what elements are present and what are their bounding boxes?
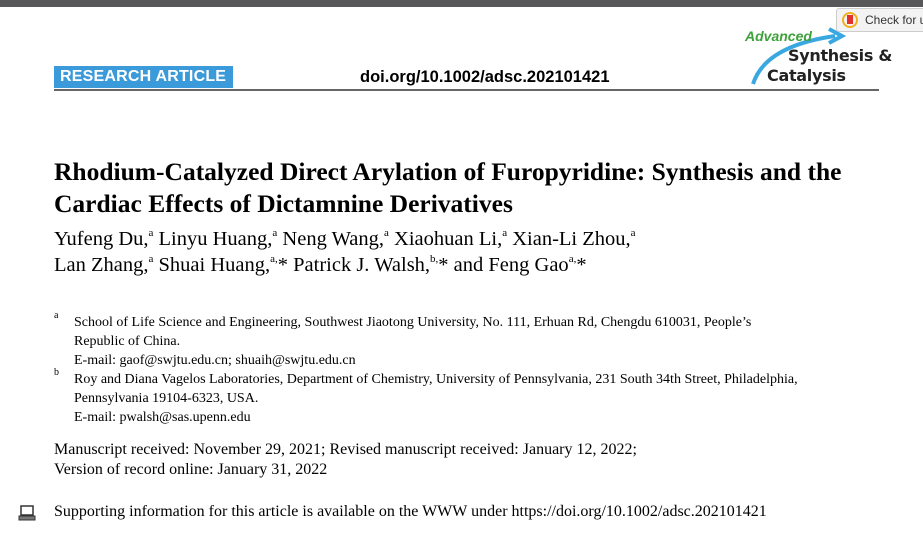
affiliation-mark: a [54, 310, 59, 321]
logo-text-synthesis: Synthesis & [788, 46, 892, 65]
logo-text-advanced: Advanced [745, 28, 812, 44]
header-divider [54, 89, 879, 91]
author-sup: b, [430, 253, 439, 265]
affiliation-b: b Roy and Diana Vagelos Laboratories, De… [54, 367, 919, 427]
author-sup: a [148, 253, 154, 265]
affiliation-a: a School of Life Science and Engineering… [54, 310, 919, 370]
article-type-badge: RESEARCH ARTICLE [54, 66, 233, 88]
doi-link[interactable]: doi.org/10.1002/adsc.202101421 [360, 68, 610, 86]
author-sup: a [630, 227, 636, 239]
supporting-information: Supporting information for this article … [54, 503, 767, 520]
author: * Patrick J. Walsh, [277, 254, 431, 276]
publication-dates: Manuscript received: November 29, 2021; … [54, 440, 637, 480]
check-for-updates-label: Check for updates [865, 13, 923, 27]
dates-online: Version of record online: January 31, 20… [54, 461, 328, 478]
author: Shuai Huang, [158, 254, 271, 276]
dates-received: Manuscript received: November 29, 2021; … [54, 441, 637, 458]
author: Lan Zhang, [54, 254, 149, 276]
author: Xian-Li Zhou, [512, 228, 631, 250]
author: Xiaohuan Li, [394, 228, 503, 250]
author-list: Yufeng Du,a Linyu Huang,a Neng Wang,a Xi… [54, 226, 919, 278]
author: Linyu Huang, [158, 228, 273, 250]
crossmark-icon [842, 12, 858, 28]
laptop-icon [18, 505, 36, 521]
affiliation-line: Pennsylvania 19104-6323, USA. [74, 391, 259, 406]
author-sup: a [502, 227, 508, 239]
logo-arrow-icon [751, 27, 847, 85]
journal-logo: Advanced Synthesis & Catalysis [745, 24, 892, 88]
affiliation-email[interactable]: E-mail: pwalsh@sas.upenn.edu [74, 410, 251, 425]
author: * and Feng Gao [438, 254, 569, 276]
affiliation-email[interactable]: E-mail: gaof@swjtu.edu.cn; shuaih@swjtu.… [74, 353, 356, 368]
author-sup: a [148, 227, 154, 239]
author: Yufeng Du, [54, 228, 149, 250]
logo-text-catalysis: Catalysis [767, 66, 846, 85]
affiliation-line: Republic of China. [74, 334, 181, 349]
author: Neng Wang, [282, 228, 385, 250]
article-title: Rhodium-Catalyzed Direct Arylation of Fu… [54, 157, 842, 218]
author: * [576, 254, 587, 276]
author-sup: a [272, 227, 278, 239]
top-bar [0, 0, 923, 7]
affiliation-mark: b [54, 367, 59, 378]
author-sup: a [384, 227, 389, 239]
author-sup: a, [270, 253, 278, 265]
affiliation-line: School of Life Science and Engineering, … [74, 315, 752, 330]
affiliation-line: Roy and Diana Vagelos Laboratories, Depa… [74, 372, 798, 387]
author-sup: a, [568, 253, 577, 265]
check-for-updates-button[interactable]: Check for updates [836, 8, 923, 32]
